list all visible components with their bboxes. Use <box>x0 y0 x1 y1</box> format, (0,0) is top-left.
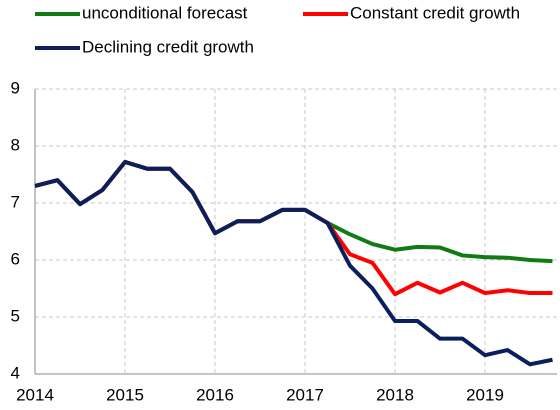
y-tick-label: 5 <box>11 306 20 325</box>
y-tick-label: 8 <box>11 135 20 154</box>
y-tick-label: 6 <box>11 249 20 268</box>
legend-label: unconditional forecast <box>82 3 248 22</box>
series-line <box>34 159 553 297</box>
y-tick-label: 4 <box>11 363 20 382</box>
x-tick-label: 2018 <box>376 385 414 404</box>
x-tick-label: 2017 <box>286 385 324 404</box>
x-tick-label: 2016 <box>196 385 234 404</box>
x-tick-label: 2014 <box>16 385 54 404</box>
y-tick-label: 7 <box>11 192 20 211</box>
x-tick-label: 2019 <box>466 385 504 404</box>
x-tick-label: 2015 <box>106 385 144 404</box>
y-tick-label: 9 <box>11 78 20 97</box>
series-line <box>34 159 553 367</box>
legend-label: Declining credit growth <box>82 37 254 56</box>
legend-label: Constant credit growth <box>350 3 520 22</box>
